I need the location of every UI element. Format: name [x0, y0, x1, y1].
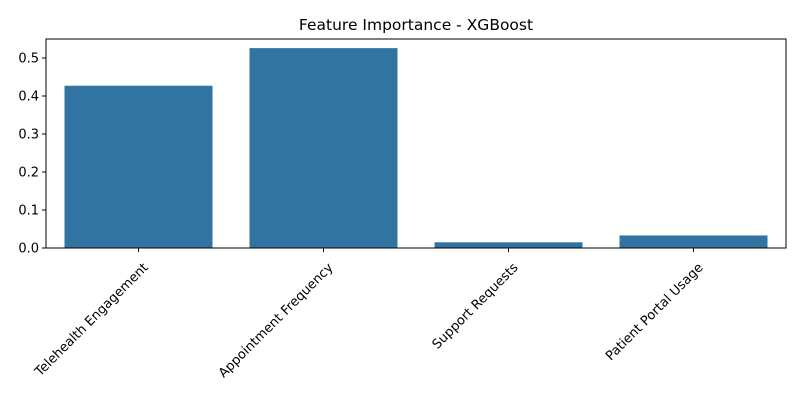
- x-tick-label: Support Requests: [430, 260, 522, 352]
- y-tick-label: 0.3: [18, 128, 39, 143]
- plot-frame: [45, 38, 787, 249]
- x-axis: Telehealth Engagement Appointment Frequen…: [32, 248, 707, 381]
- bar-telehealth-engagement: [64, 85, 213, 249]
- y-axis: 0.0 0.1 0.2 0.3 0.4 0.5: [18, 52, 46, 257]
- bar-appointment-frequency: [249, 48, 398, 249]
- chart-title: Feature Importance - XGBoost: [299, 16, 533, 34]
- bars-layer: [64, 48, 768, 249]
- bar-patient-portal-usage: [619, 235, 768, 248]
- y-tick-label: 0.2: [18, 166, 39, 181]
- y-tick-label: 0.5: [18, 52, 39, 67]
- x-tick-label: Appointment Frequency: [216, 260, 337, 381]
- y-tick-label: 0.4: [18, 90, 39, 105]
- x-tick-label: Patient Portal Usage: [603, 260, 707, 364]
- y-tick-label: 0.0: [18, 242, 39, 257]
- x-tick-label: Telehealth Engagement: [32, 260, 152, 380]
- bar-support-requests: [434, 242, 583, 248]
- y-tick-label: 0.1: [18, 204, 39, 219]
